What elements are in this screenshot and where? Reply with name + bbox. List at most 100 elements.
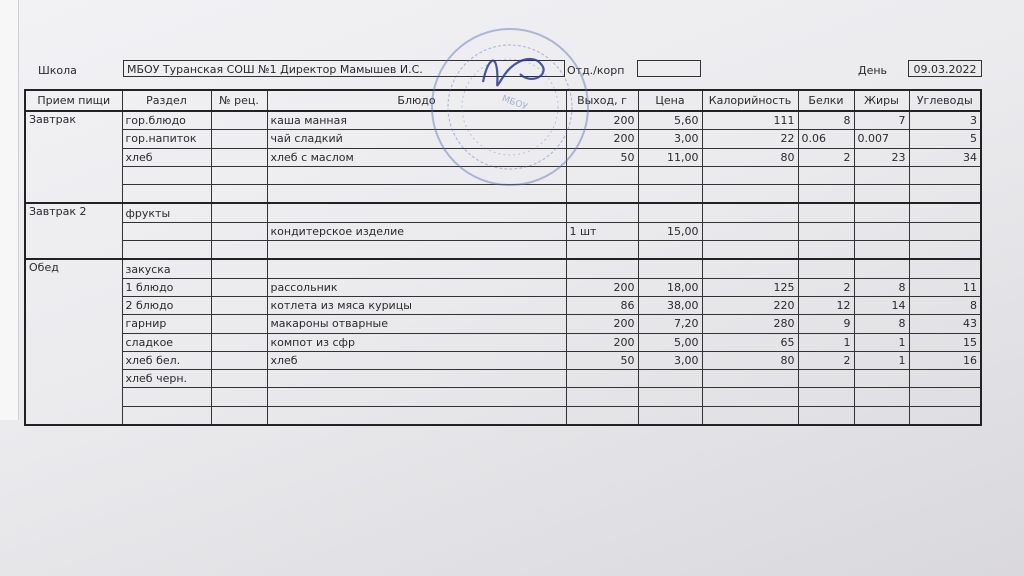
cell: хлеб с маслом	[266, 147, 567, 167]
cell: 14	[853, 295, 910, 316]
adjacent-paper-edge	[0, 0, 19, 420]
cell: фрукты	[121, 202, 212, 223]
table-header-row: Прием пищи Раздел № рец. Блюдо Выход, г Цена К…	[24, 89, 982, 112]
table-row	[25, 405, 982, 426]
cell	[210, 129, 268, 149]
cell: 125	[701, 277, 799, 297]
cell	[637, 240, 703, 260]
cell: 200	[565, 314, 639, 334]
cell	[701, 258, 799, 279]
cell: 22	[701, 129, 799, 149]
cell	[266, 165, 567, 186]
cell	[637, 165, 703, 186]
table-row: кондитерское изделие 1 шт 15,00	[25, 221, 982, 242]
cell: гор.напиток	[121, 129, 212, 149]
cell	[853, 184, 910, 204]
cell: котлета из мяса курицы	[266, 295, 567, 316]
cell	[565, 387, 639, 407]
column-header: Раздел	[121, 89, 212, 112]
cell	[565, 240, 639, 260]
cell: хлеб	[266, 350, 567, 371]
cell: 1 блюдо	[121, 277, 212, 297]
cell: 0.06	[797, 129, 855, 149]
meal-cell: Завтрак 2	[24, 202, 123, 260]
dept-field	[637, 60, 701, 77]
meal-cell: Обед	[24, 258, 123, 426]
meal-cell: Завтрак	[24, 109, 123, 204]
table-row	[25, 387, 982, 407]
cell	[210, 258, 268, 279]
cell	[210, 369, 268, 389]
day-label: День	[858, 64, 888, 77]
cell	[701, 184, 799, 204]
cell	[853, 221, 910, 242]
cell	[908, 387, 982, 407]
cell	[797, 369, 855, 389]
cell	[266, 369, 567, 389]
table-row: хлеб черн.	[25, 369, 982, 389]
cell: 18,00	[637, 277, 703, 297]
column-header: Калорийность	[701, 89, 799, 112]
cell	[701, 240, 799, 260]
cell: 3	[908, 110, 982, 131]
cell	[701, 221, 799, 242]
cell: 15,00	[637, 221, 703, 242]
table-row	[25, 240, 982, 260]
cell	[797, 387, 855, 407]
table-row: гор.напиток чай сладкий 200 3,00 22 0.06 0.007…	[25, 129, 982, 149]
cell: 111	[701, 110, 799, 131]
cell	[210, 350, 268, 371]
cell	[121, 165, 212, 186]
cell: 9	[797, 314, 855, 334]
cell	[210, 202, 268, 223]
school-field: МБОУ Туранская СОШ №1 Директор Мамышев И…	[123, 60, 565, 77]
cell	[210, 387, 268, 407]
cell	[266, 387, 567, 407]
cell	[853, 240, 910, 260]
menu-table: Прием пищи Раздел № рец. Блюдо Выход, г Цена К…	[24, 89, 982, 427]
cell	[266, 240, 567, 260]
cell	[210, 240, 268, 260]
table-row: хлеб хлеб с маслом 50 11,00 80 2 23 34	[25, 147, 982, 167]
cell: 38,00	[637, 295, 703, 316]
cell: гор.блюдо	[121, 110, 212, 131]
cell: 11	[908, 277, 982, 297]
cell	[637, 184, 703, 204]
column-header: Цена	[637, 89, 703, 112]
cell: 65	[701, 332, 799, 352]
cell: 1	[797, 332, 855, 352]
cell	[637, 258, 703, 279]
cell: 23	[853, 147, 910, 167]
cell	[121, 405, 212, 426]
school-label: Школа	[38, 64, 77, 77]
cell: 50	[565, 147, 639, 167]
cell	[266, 202, 567, 223]
cell: сладкое	[121, 332, 212, 352]
cell	[853, 202, 910, 223]
cell	[701, 387, 799, 407]
cell: хлеб бел.	[121, 350, 212, 371]
cell: 15	[908, 332, 982, 352]
cell: 1 шт	[565, 221, 639, 242]
table-row: Обед закуска	[24, 258, 982, 426]
cell: 200	[565, 110, 639, 131]
table-row: Завтрак 2 фрукты	[24, 202, 982, 260]
cell: 5	[908, 129, 982, 149]
cell: каша манная	[266, 110, 567, 131]
table-row: сладкое компот из сфр 200 5,00 65 1 1 15	[25, 332, 982, 352]
cell	[853, 165, 910, 186]
cell	[908, 165, 982, 186]
cell	[210, 165, 268, 186]
table-row	[25, 165, 982, 186]
cell: 86	[565, 295, 639, 316]
cell	[853, 258, 910, 279]
cell: 12	[797, 295, 855, 316]
cell: 16	[908, 350, 982, 371]
cell: 2	[797, 277, 855, 297]
cell: 80	[701, 350, 799, 371]
column-header: № рец.	[210, 89, 268, 112]
cell: 280	[701, 314, 799, 334]
cell: 2	[797, 350, 855, 371]
cell: хлеб черн.	[121, 369, 212, 389]
cell	[210, 332, 268, 352]
